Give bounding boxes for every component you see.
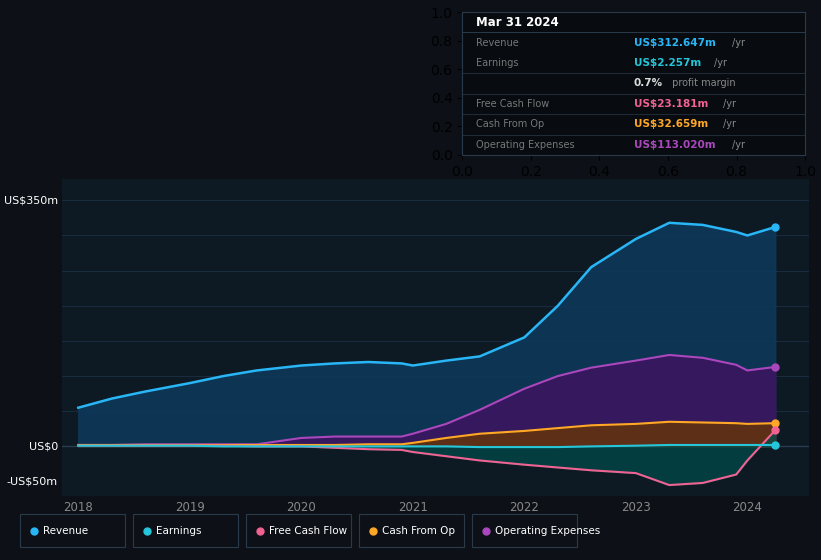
Text: US$312.647m: US$312.647m (634, 38, 716, 48)
Text: Cash From Op: Cash From Op (476, 119, 544, 129)
Text: US$0: US$0 (29, 441, 57, 451)
Text: 0.7%: 0.7% (634, 78, 663, 88)
Text: -US$50m: -US$50m (7, 477, 57, 487)
Text: US$32.659m: US$32.659m (634, 119, 708, 129)
Text: US$350m: US$350m (4, 195, 57, 206)
Text: Cash From Op: Cash From Op (382, 526, 455, 535)
Text: /yr: /yr (732, 38, 745, 48)
Text: /yr: /yr (723, 99, 736, 109)
Text: Earnings: Earnings (476, 58, 518, 68)
FancyBboxPatch shape (472, 515, 577, 547)
Text: Earnings: Earnings (156, 526, 201, 535)
FancyBboxPatch shape (246, 515, 351, 547)
FancyBboxPatch shape (133, 515, 238, 547)
Text: /yr: /yr (714, 58, 727, 68)
Text: /yr: /yr (723, 119, 736, 129)
Text: profit margin: profit margin (669, 78, 736, 88)
Text: Revenue: Revenue (43, 526, 88, 535)
Text: US$2.257m: US$2.257m (634, 58, 701, 68)
Text: Revenue: Revenue (476, 38, 519, 48)
Text: US$113.020m: US$113.020m (634, 140, 715, 150)
Text: Operating Expenses: Operating Expenses (476, 140, 575, 150)
Text: Free Cash Flow: Free Cash Flow (269, 526, 347, 535)
Text: Mar 31 2024: Mar 31 2024 (476, 16, 559, 29)
Text: US$23.181m: US$23.181m (634, 99, 708, 109)
FancyBboxPatch shape (20, 515, 125, 547)
Text: /yr: /yr (732, 140, 745, 150)
FancyBboxPatch shape (359, 515, 464, 547)
Text: Free Cash Flow: Free Cash Flow (476, 99, 549, 109)
Text: Operating Expenses: Operating Expenses (495, 526, 600, 535)
